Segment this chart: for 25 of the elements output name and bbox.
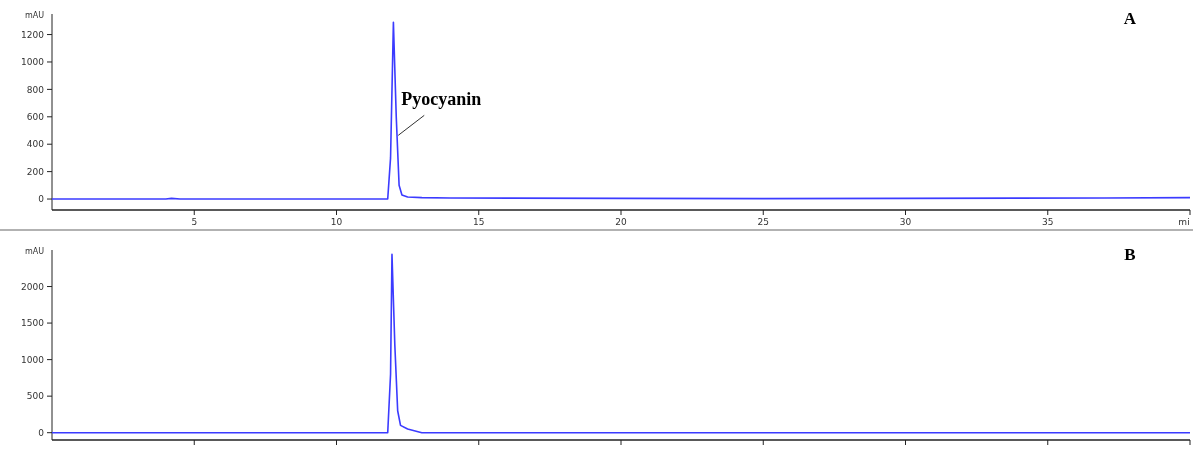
x-tick-label: 35	[1042, 217, 1054, 227]
y-tick-label: 1000	[21, 354, 45, 365]
x-tick-label: 30	[899, 217, 912, 227]
y-tick-label: 600	[26, 111, 45, 122]
x-tick-label: 15	[473, 217, 485, 227]
y-tick-label: 1500	[21, 318, 45, 329]
chart-title: A	[1123, 9, 1137, 28]
y-tick-label: 500	[26, 391, 45, 402]
y-axis-title: mAU	[24, 11, 45, 20]
y-axis-title: mAU	[24, 247, 45, 256]
y-tick-label: 400	[26, 139, 45, 150]
y-tick-label: 200	[26, 166, 45, 177]
x-tick-label: 5	[191, 217, 198, 227]
y-tick-label: 800	[26, 84, 45, 95]
x-tick-label: 20	[615, 217, 627, 227]
y-tick-label: 0	[38, 194, 45, 205]
x-tick-label: mi	[1178, 217, 1190, 227]
y-tick-label: 0	[38, 427, 45, 438]
y-tick-label: 2000	[21, 281, 45, 292]
y-tick-label: 1000	[21, 57, 45, 68]
x-tick-label: 25	[757, 217, 769, 227]
annotation: Pyocyanin	[401, 89, 482, 110]
y-tick-label: 1200	[21, 29, 45, 40]
chart-title: B	[1124, 245, 1136, 264]
x-tick-label: 10	[330, 217, 343, 227]
